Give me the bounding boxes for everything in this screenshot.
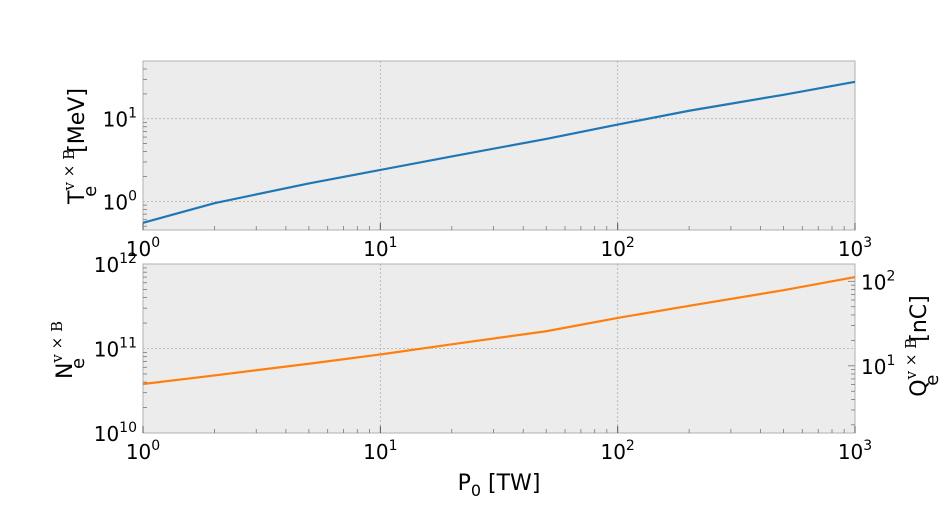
x-tick-label: 100 [126, 438, 160, 464]
x-tick-labels-bottom: 100 101 102 103 [126, 438, 872, 464]
plot-area-top [142, 60, 856, 231]
x-label-unit: [TW] [481, 471, 540, 496]
x-label-main: P [458, 471, 471, 496]
grid-top [143, 61, 855, 230]
y-label-top-sub: e [80, 186, 101, 197]
y2-label-unit: [nC] [907, 295, 932, 348]
y2-tick-labels-bottom: 101 102 [848, 268, 895, 426]
y-tick-labels-bottom: 1010 1011 1012 [94, 251, 137, 446]
y-tick-label: 1011 [94, 336, 137, 362]
x-tick-labels-top: 100 101 102 103 [126, 235, 872, 261]
y2-axis-label-bottom: Qv × Be [nC] [902, 295, 943, 396]
series-bottom [142, 276, 856, 386]
y2-tick-label: 102 [861, 268, 895, 294]
temperature-panel: 100 101 102 103 100 101 Tv × Be [MeV] [60, 60, 872, 261]
y-label-bottom-sup: v × B [48, 321, 66, 364]
x-tick-label: 102 [600, 438, 634, 464]
y-label-top-sup: v × B [60, 149, 78, 192]
series-line-top-0 [142, 80, 856, 224]
y-label-bottom-sub: e [68, 358, 89, 369]
y-axis-label-bottom: Nv × Be [48, 321, 89, 379]
series-line-bottom-0 [142, 276, 856, 386]
minor-ticks-top [142, 68, 856, 230]
y-axis-label-top: Tv × Be [MeV] [60, 88, 101, 205]
y-tick-label: 100 [103, 188, 137, 214]
y2-label-sub: e [922, 375, 943, 386]
y-tick-labels-top: 100 101 [103, 106, 137, 215]
y2-label-main: Q [907, 379, 932, 396]
y-label-top-unit: [MeV] [65, 88, 90, 160]
x-tick-label: 103 [838, 235, 872, 261]
y-label-bottom-main: N [53, 363, 78, 379]
series-top [142, 80, 856, 224]
x-tick-label: 102 [600, 235, 634, 261]
x-tick-label: 101 [363, 438, 397, 464]
y-tick-label: 1012 [94, 251, 137, 277]
x-tick-label: 101 [363, 235, 397, 261]
x-label-sub: 0 [471, 481, 481, 500]
x-tick-label: 100 [126, 235, 160, 261]
x-tick-label: 103 [838, 438, 872, 464]
y-label-top-main: T [65, 190, 90, 205]
y-tick-label: 101 [103, 106, 137, 132]
minor-ticks-bottom [142, 267, 856, 433]
y2-label-sup: v × B [902, 338, 920, 381]
y2-tick-label: 101 [861, 353, 895, 379]
y-tick-label: 1010 [94, 420, 137, 446]
grid-bottom [143, 264, 855, 433]
x-axis-label-bottom: P0 [TW] [458, 471, 541, 500]
